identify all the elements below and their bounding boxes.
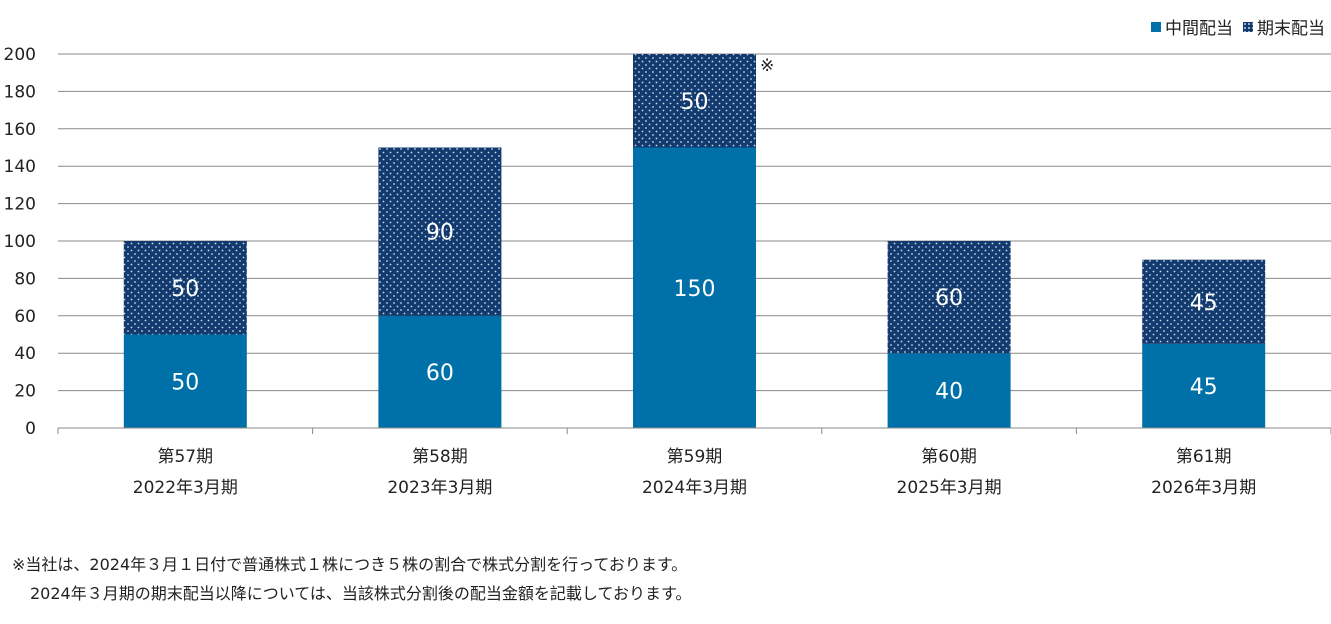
stacked-bar-chart: 50 50 60 90 150 50 40 60 45 45 0 20 40 60 80 100 120 140… [4,45,1331,498]
x-category-label: 第60期 [921,447,977,467]
y-tick-label: 180 [4,82,36,102]
x-category-label: 第59期 [667,447,723,467]
x-category-label: 第61期 [1176,447,1232,467]
bar-year-end [887,241,1011,354]
y-tick-label: 160 [4,120,36,140]
x-category-label: 第58期 [412,447,468,467]
bar-label-interim: 50 [171,370,199,395]
legend-swatch-interim [1151,21,1161,32]
annotation-mark: ※ [760,56,774,76]
bar-interim [1142,343,1266,428]
legend-label-year-end: 期末配当 [1257,19,1325,39]
bar-label-year-end: 60 [935,286,963,311]
x-period-label: 2024年3月期 [642,478,747,498]
y-tick-label: 20 [14,382,36,402]
bar-year-end [123,241,247,335]
y-tick-label: 140 [4,157,36,177]
bar-year-end [378,147,502,316]
bar-year-end [1142,259,1266,344]
bar-year-end [633,54,756,148]
bar-label-interim: 40 [935,380,963,405]
bar-label-interim: 150 [674,277,716,302]
legend: 中間配当 期末配当 [1141,14,1325,39]
y-tick-label: 120 [4,195,36,215]
bar-label-year-end: 45 [1190,291,1218,316]
x-period-label: 2025年3月期 [897,478,1002,498]
bar-interim [123,334,247,428]
legend-label-interim: 中間配当 [1165,19,1233,39]
bar-interim [378,315,502,428]
x-period-label: 2022年3月期 [133,478,238,498]
y-tick-label: 200 [4,45,36,65]
y-tick-label: 60 [14,307,36,327]
bar-label-year-end: 50 [171,277,199,302]
y-tick-label: 100 [4,232,36,252]
bar-interim [633,147,756,428]
footnote-line-1: ※当社は、2024年３月１日付で普通株式１株につき５株の割合で株式分割を行ってお… [12,555,688,574]
y-tick-label: 80 [14,269,36,289]
y-tick-label: 40 [14,344,36,364]
footnote-line-2: 2024年３月期の期末配当以降については、当該株式分割後の配当金額を記載しており… [30,584,692,603]
legend-swatch-year-end [1243,21,1253,32]
bar-interim [887,353,1011,428]
bar-label-interim: 60 [426,361,454,386]
x-period-label: 2023年3月期 [387,478,492,498]
bar-label-year-end: 90 [426,221,454,246]
legend-item-interim: 中間配当 [1151,14,1233,39]
bar-label-year-end: 50 [681,90,709,115]
x-category-label: 第57期 [157,447,213,467]
bar-label-interim: 45 [1190,375,1218,400]
legend-item-year-end: 期末配当 [1243,14,1325,39]
y-tick-label: 0 [25,419,36,439]
x-period-label: 2026年3月期 [1151,478,1256,498]
